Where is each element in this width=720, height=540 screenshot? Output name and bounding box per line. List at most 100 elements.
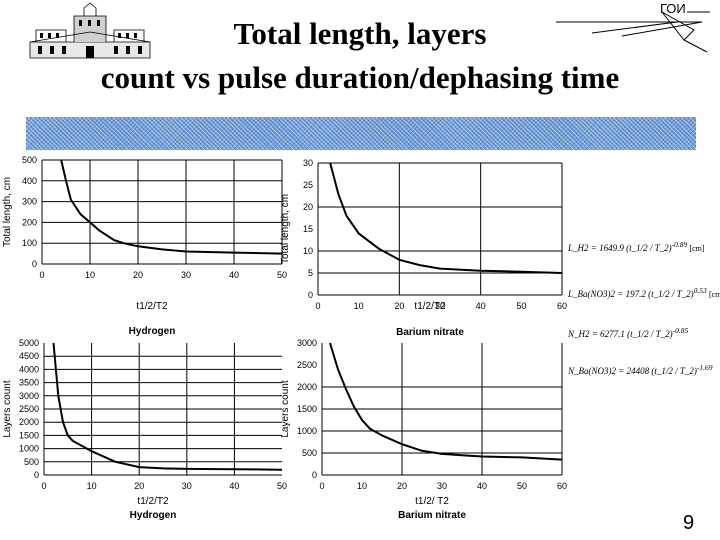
y-tick-label: 1000 <box>19 444 39 454</box>
decorative-band <box>26 117 696 150</box>
x-tick-label: 50 <box>516 301 526 311</box>
x-tick-label: 10 <box>357 481 367 491</box>
building-logo-icon <box>26 2 154 60</box>
y-tick-label: 4000 <box>19 364 39 374</box>
x-tick-label: 0 <box>315 301 320 311</box>
x-axis-label: t1/2/T2 <box>414 301 446 312</box>
chart-caption: Barium nitrate <box>396 327 464 338</box>
y-tick-label: 500 <box>24 457 39 467</box>
formula-fraction: t_1/2 / T_2 <box>630 329 670 339</box>
goi-logo-icon <box>556 11 710 53</box>
formula-length-barium: L_Ba(NO3)2 = 197.2 (t_1/2 / T_2)0.53 [cm… <box>568 286 720 299</box>
y-tick-label: 0 <box>312 470 317 480</box>
y-tick-label: 200 <box>22 217 37 227</box>
y-tick-label: 2500 <box>297 360 317 370</box>
x-tick-label: 30 <box>435 301 445 311</box>
chart-barium-layers: 0 500 1000 1500 2000 2500 3000 0 10 20 30 40 50 60 t1/… <box>280 338 567 521</box>
formula-label: L_Ba(NO3)2 = 197.2 <box>568 289 646 299</box>
formula-layers-barium: N_Ba(NO3)2 = 24408 (t_1/2 / T_2)-1.69 <box>568 363 713 376</box>
x-tick-label: 60 <box>557 301 567 311</box>
y-tick-label: 0 <box>32 259 37 269</box>
formula-label: N_H2 = 6277.1 <box>568 329 625 339</box>
x-tick-label: 50 <box>277 481 287 491</box>
chart-hydrogen-length: 0 100 200 300 400 500 0 10 20 30 40 50 t1/2/T2 Total … <box>2 155 287 337</box>
y-tick-label: 3000 <box>297 338 317 348</box>
y-tick-label: 30 <box>303 158 313 168</box>
y-tick-label: 0 <box>34 470 39 480</box>
x-tick-label: 10 <box>87 481 97 491</box>
x-tick-label: 10 <box>85 270 95 280</box>
chart-caption: Barium nitrate <box>398 510 466 521</box>
formula-layers-hydrogen: N_H2 = 6277.1 (t_1/2 / T_2)-0.85 <box>568 326 689 339</box>
y-tick-label: 25 <box>303 180 313 190</box>
page-number: 9 <box>683 512 695 534</box>
slide-title-line-1: Total length, layers <box>233 16 487 51</box>
x-tick-label: 30 <box>437 481 447 491</box>
formula-length-hydrogen: L_H2 = 1649.9 (t_1/2 / T_2)-0.89 [cm] <box>568 240 705 253</box>
formula-fraction: t_1/2 / T_2 <box>629 243 669 253</box>
formula-exponent: -0.85 <box>672 326 689 335</box>
formula-fraction: t_1/2 / T_2 <box>654 366 694 376</box>
chart-barium-length: 0 5 10 15 20 25 30 0 10 20 30 40 50 60 t1/2/T2 Total le… <box>280 158 567 338</box>
y-tick-label: 300 <box>22 197 37 207</box>
x-tick-label: 20 <box>394 301 404 311</box>
y-tick-label: 2000 <box>297 382 317 392</box>
data-series-line <box>60 159 283 255</box>
x-tick-label: 60 <box>557 481 567 491</box>
y-tick-label: 1500 <box>297 404 317 414</box>
goi-logo-text: ГОИ <box>660 1 686 16</box>
x-tick-label: 50 <box>517 481 527 491</box>
x-tick-label: 50 <box>277 270 287 280</box>
x-axis-label: t1/2/T2 <box>136 301 168 312</box>
formula-fraction: t_1/2 / T_2 <box>651 289 691 299</box>
y-tick-label: 500 <box>22 155 37 165</box>
formula-unit: [cm] <box>689 244 705 253</box>
slide-title-line-2: count vs pulse duration/dephasing time <box>100 60 620 95</box>
y-tick-label: 2000 <box>19 417 39 427</box>
chart-caption: Hydrogen <box>129 326 176 337</box>
y-tick-label: 100 <box>22 238 37 248</box>
y-tick-label: 15 <box>303 224 313 234</box>
x-tick-label: 10 <box>354 301 364 311</box>
y-tick-label: 0 <box>308 290 313 300</box>
x-tick-label: 20 <box>134 481 144 491</box>
data-series-line <box>329 162 563 274</box>
x-tick-label: 30 <box>182 481 192 491</box>
formula-unit: [cm] <box>708 290 720 299</box>
x-tick-label: 30 <box>181 270 191 280</box>
x-tick-label: 0 <box>39 270 44 280</box>
x-axis-label: t1/2/T2 <box>137 496 169 507</box>
x-tick-label: 20 <box>397 481 407 491</box>
y-tick-label: 500 <box>302 448 317 458</box>
y-tick-label: 4500 <box>19 351 39 361</box>
formula-exponent: 0.53 <box>693 286 707 295</box>
x-tick-label: 40 <box>476 301 486 311</box>
y-tick-label: 20 <box>303 202 313 212</box>
data-series-line <box>329 342 563 461</box>
y-tick-label: 1500 <box>19 430 39 440</box>
y-tick-label: 3500 <box>19 378 39 388</box>
x-axis-label: t1/2/ T2 <box>415 496 449 507</box>
formula-label: N_Ba(NO3)2 = 24408 <box>568 366 650 376</box>
formula-exponent: -1.69 <box>696 363 713 372</box>
y-tick-label: 10 <box>303 246 313 256</box>
x-tick-label: 0 <box>319 481 324 491</box>
y-axis-label: Layers count <box>2 380 13 437</box>
formula-label: L_H2 = 1649.9 <box>568 243 624 253</box>
chart-hydrogen-layers: 0500100015002000250030003500400045005000… <box>2 338 287 521</box>
y-tick-label: 5 <box>308 268 313 278</box>
y-tick-label: 3000 <box>19 391 39 401</box>
y-tick-label: 400 <box>22 176 37 186</box>
y-tick-label: 2500 <box>19 404 39 414</box>
x-tick-label: 40 <box>229 481 239 491</box>
y-axis-label: Layers count <box>280 380 291 437</box>
chart-caption: Hydrogen <box>130 510 177 521</box>
x-tick-label: 0 <box>41 481 46 491</box>
x-tick-label: 40 <box>477 481 487 491</box>
x-tick-label: 40 <box>229 270 239 280</box>
x-tick-label: 20 <box>133 270 143 280</box>
data-series-line <box>52 342 283 471</box>
formula-exponent: -0.89 <box>671 240 688 249</box>
y-axis-label: Total length, cm <box>280 194 291 264</box>
y-axis-label: Total length, cm <box>2 177 13 247</box>
